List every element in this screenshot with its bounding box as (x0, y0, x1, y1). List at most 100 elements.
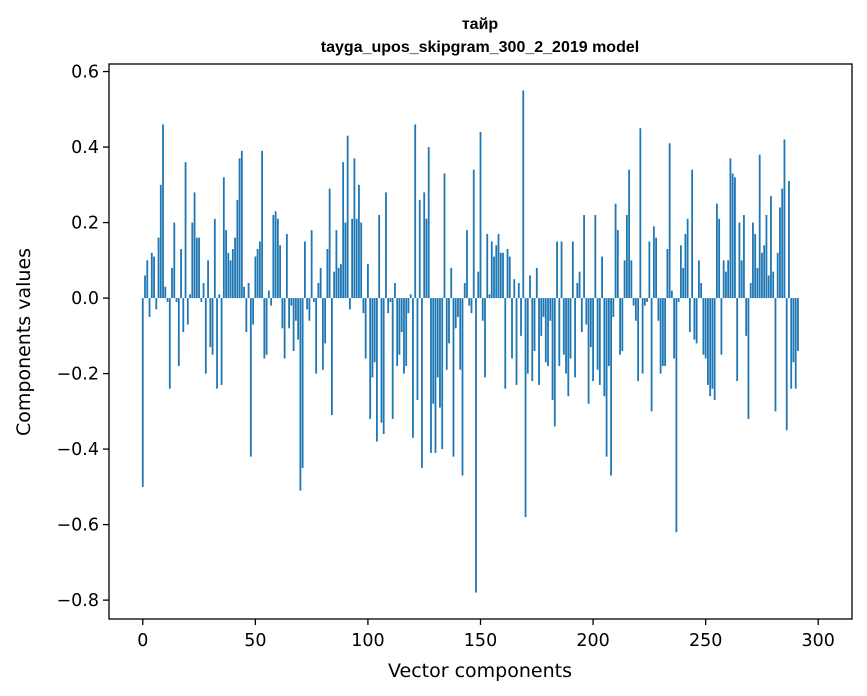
bar-228 (655, 237, 658, 299)
bar-111 (391, 298, 394, 419)
bar-40 (231, 249, 234, 299)
y-tick-label-5: 0.2 (71, 214, 99, 234)
bar-153 (486, 233, 489, 299)
bar-187 (562, 298, 565, 355)
bar-251 (707, 298, 709, 385)
bar-123 (418, 199, 421, 299)
bar-36 (222, 177, 225, 299)
bar-13 (171, 267, 173, 299)
bar-265 (738, 222, 741, 299)
bar-232 (664, 298, 667, 367)
bar-144 (466, 230, 468, 299)
bar-147 (472, 169, 475, 299)
bar-72 (303, 241, 306, 299)
bar-184 (556, 241, 558, 299)
bar-47 (247, 282, 250, 299)
bar-225 (648, 241, 651, 299)
bar-277 (765, 215, 768, 299)
bar-242 (686, 218, 689, 299)
bar-190 (569, 298, 572, 359)
bar-62 (281, 298, 284, 329)
bar-91 (346, 135, 349, 299)
bar-169 (522, 90, 525, 299)
bar-78 (317, 282, 320, 299)
plot-frame (108, 63, 853, 620)
x-tick-label-2: 100 (351, 631, 384, 651)
bar-227 (652, 226, 655, 299)
bar-2 (146, 260, 149, 299)
bar-68 (294, 298, 297, 321)
bar-77 (315, 298, 318, 374)
bar-33 (216, 298, 218, 389)
bar-50 (254, 256, 257, 299)
chart-subtitle: tayga_upos_skipgram_300_2_2019 model (321, 39, 639, 56)
bar-51 (256, 249, 259, 299)
bar-280 (772, 271, 775, 299)
bar-74 (308, 298, 311, 321)
bar-238 (677, 298, 680, 302)
bar-132 (439, 298, 441, 408)
bar-290 (794, 298, 797, 389)
bar-84 (331, 298, 333, 416)
bar-250 (704, 298, 707, 359)
bar-260 (727, 260, 730, 299)
bar-29 (207, 260, 209, 299)
bar-249 (702, 298, 705, 355)
bar-268 (745, 298, 748, 336)
bar-75 (310, 230, 313, 299)
bar-92 (349, 298, 351, 310)
bar-174 (533, 298, 536, 351)
bar-212 (619, 298, 621, 355)
bar-14 (173, 222, 176, 299)
bar-166 (515, 298, 518, 385)
bar-125 (423, 192, 426, 299)
bar-42 (236, 199, 239, 299)
bar-88 (340, 264, 342, 299)
y-tick-label-0: −0.8 (57, 591, 100, 611)
bar-49 (252, 298, 254, 325)
bar-220 (637, 298, 640, 382)
bar-273 (756, 267, 759, 299)
bar-66 (290, 298, 293, 306)
bar-215 (625, 215, 628, 299)
bar-122 (416, 298, 419, 401)
bar-52 (258, 241, 261, 299)
bar-278 (767, 275, 770, 299)
bar-35 (220, 298, 223, 385)
bar-24 (195, 237, 198, 299)
bar-244 (691, 169, 694, 299)
bar-39 (229, 260, 232, 299)
bar-53 (261, 150, 263, 299)
bar-38 (227, 252, 230, 299)
bar-23 (193, 192, 196, 299)
bar-259 (725, 271, 727, 299)
bar-289 (792, 298, 795, 363)
bar-93 (351, 218, 354, 299)
bar-188 (565, 298, 567, 374)
y-axis-label: Components values (13, 248, 35, 436)
bar-112 (394, 282, 396, 299)
bar-5 (153, 256, 155, 299)
bar-118 (407, 298, 410, 314)
bar-141 (459, 298, 462, 370)
bar-164 (511, 298, 513, 359)
bar-183 (553, 298, 556, 427)
bar-117 (405, 298, 408, 367)
bar-106 (380, 298, 383, 423)
bar-271 (752, 222, 754, 299)
chart-title: тайр (462, 16, 499, 33)
bar-30 (209, 298, 212, 348)
bar-126 (425, 218, 428, 299)
bar-247 (698, 260, 700, 299)
bar-154 (488, 294, 491, 299)
bar-119 (409, 294, 412, 299)
bar-245 (693, 298, 696, 340)
bar-61 (279, 245, 282, 299)
bar-18 (182, 298, 185, 333)
bar-8 (159, 184, 162, 299)
bar-207 (607, 298, 610, 367)
bar-90 (344, 222, 347, 299)
bar-189 (567, 298, 570, 397)
bar-201 (594, 215, 597, 299)
bar-107 (382, 298, 385, 434)
